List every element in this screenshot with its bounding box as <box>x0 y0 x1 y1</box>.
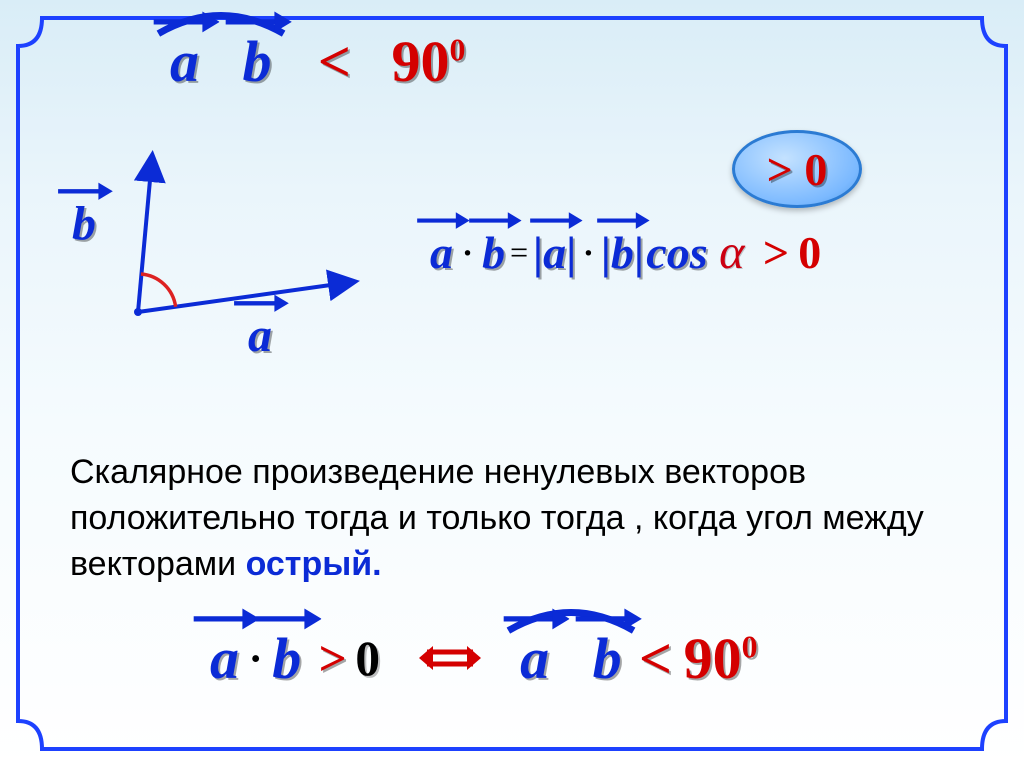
diagram-label-a: a <box>248 312 272 360</box>
vector-arrow-icon <box>190 598 260 633</box>
abs-bar: | <box>601 226 611 279</box>
ninety: 90 <box>392 29 450 94</box>
top-angle-expression: a b < 900 <box>170 28 466 95</box>
vector-arrow-icon <box>527 204 582 232</box>
ninety-sup: 0 <box>742 630 758 665</box>
vector-arrow-icon <box>414 204 469 232</box>
gt-sign: > <box>767 144 793 195</box>
vector-arrow-icon <box>500 598 570 633</box>
vector-diagram: b a <box>52 140 372 350</box>
vector-arrow-icon <box>466 204 521 232</box>
vector-arrow-icon <box>595 204 650 232</box>
dot-op: · <box>239 625 272 692</box>
para-line1: Скалярное произведение ненулевых векторо… <box>70 453 806 491</box>
bottom-equivalence: a · b > 0 a b < 900 <box>210 625 758 692</box>
ninety: 90 <box>684 626 742 691</box>
vector-arrow-icon <box>55 174 113 203</box>
vector-arrow-icon <box>572 598 642 633</box>
abs-bar: | <box>533 226 543 279</box>
para-keyword: острый. <box>246 545 382 583</box>
vector-arrow-icon <box>222 1 292 36</box>
zero: 0 <box>804 144 827 195</box>
vector-arrow-icon <box>231 286 289 315</box>
abs-bar: | <box>566 226 576 279</box>
lt-sign: < <box>639 625 672 692</box>
zero: 0 <box>355 630 380 687</box>
cos: cos <box>644 226 708 279</box>
iff-icon <box>415 625 485 692</box>
positive-badge: > 0 <box>732 130 862 208</box>
vector-arrow-icon <box>252 598 322 633</box>
gt-sign: > <box>319 630 347 687</box>
explanation-text: Скалярное произведение ненулевых векторо… <box>70 450 954 588</box>
lt-sign: < <box>318 29 351 94</box>
ninety-sup: 0 <box>450 33 466 68</box>
vector-arrow-icon <box>150 1 220 36</box>
diagram-label-b: b <box>72 200 96 248</box>
zero: 0 <box>798 226 821 279</box>
vec-a: a <box>170 29 199 94</box>
vec-b: b <box>243 29 272 94</box>
dot-product-formula: a · b = | a | · | b | cos α > 0 <box>430 225 821 280</box>
para-line2a: положительно тогда и только тогда , когд… <box>70 499 924 537</box>
alpha-icon: α <box>719 225 744 280</box>
gt-sign: > <box>763 226 789 279</box>
eq-sign: = <box>505 234 533 271</box>
para-line2b: векторами <box>70 545 246 583</box>
abs-bar: | <box>634 226 644 279</box>
dot-op: · <box>576 226 601 279</box>
dot-op: · <box>453 226 482 279</box>
